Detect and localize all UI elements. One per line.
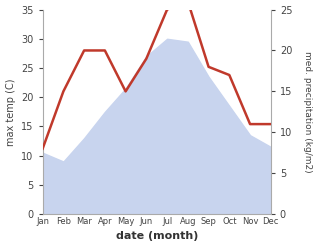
Y-axis label: med. precipitation (kg/m2): med. precipitation (kg/m2) bbox=[303, 51, 313, 173]
X-axis label: date (month): date (month) bbox=[115, 231, 198, 242]
Y-axis label: max temp (C): max temp (C) bbox=[5, 78, 16, 145]
